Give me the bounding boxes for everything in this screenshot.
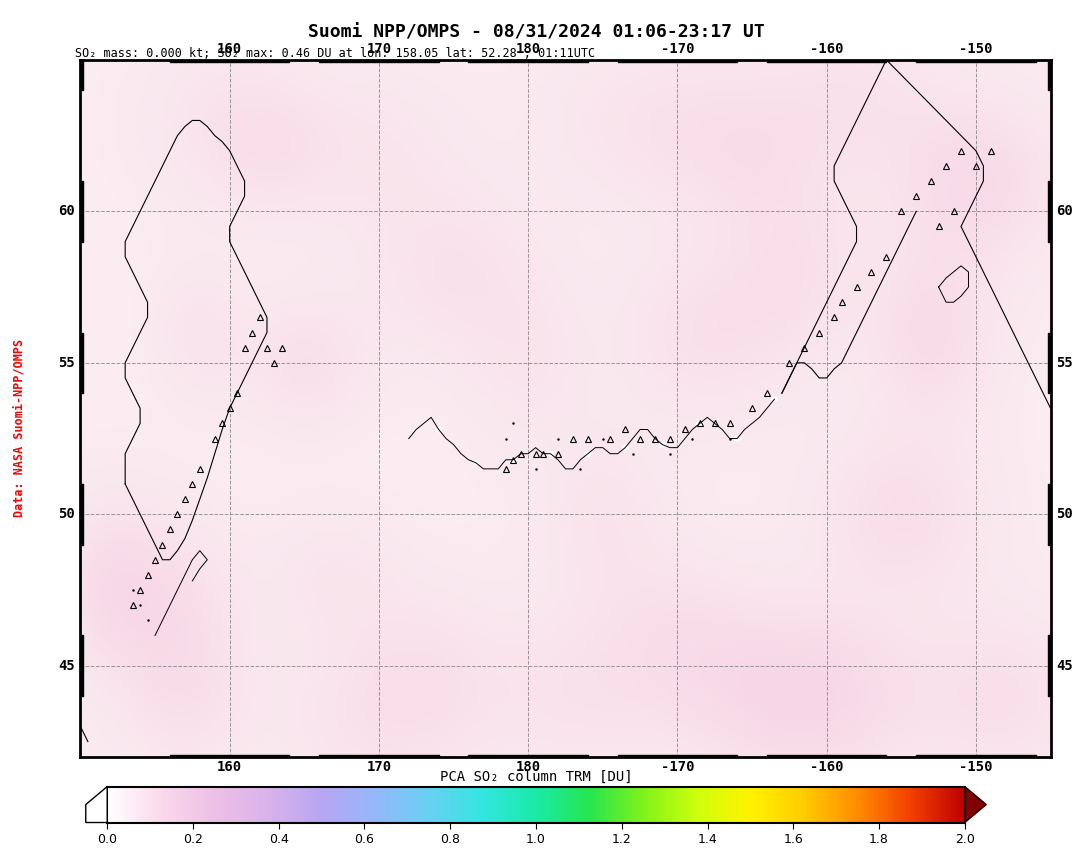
Text: SO₂ mass: 0.000 kt; SO₂ max: 0.46 DU at lon: 158.05 lat: 52.28 ; 01:11UTC: SO₂ mass: 0.000 kt; SO₂ max: 0.46 DU at … [75, 47, 595, 60]
Ellipse shape [585, 451, 591, 456]
Ellipse shape [697, 422, 703, 426]
Text: 170: 170 [367, 43, 391, 56]
Text: 180: 180 [516, 760, 540, 774]
Ellipse shape [734, 436, 740, 441]
Title: PCA SO₂ column TRM [DU]: PCA SO₂ column TRM [DU] [440, 770, 632, 784]
Ellipse shape [622, 445, 628, 450]
Text: -160: -160 [810, 43, 844, 56]
Text: 45: 45 [58, 659, 75, 673]
Ellipse shape [435, 428, 442, 432]
Text: -160: -160 [810, 760, 844, 774]
Text: 160: 160 [218, 760, 242, 774]
Polygon shape [965, 787, 986, 823]
Text: 180: 180 [516, 43, 540, 56]
Text: 60: 60 [1056, 204, 1072, 218]
Ellipse shape [548, 451, 553, 456]
Text: 170: 170 [367, 760, 391, 774]
Text: 50: 50 [58, 507, 75, 522]
Text: 160: 160 [218, 43, 242, 56]
Text: 50: 50 [1056, 507, 1072, 522]
Text: -150: -150 [959, 760, 993, 774]
Ellipse shape [659, 442, 666, 447]
Text: 60: 60 [58, 204, 75, 218]
Ellipse shape [772, 397, 777, 402]
Ellipse shape [510, 457, 517, 462]
Ellipse shape [473, 461, 479, 465]
Text: 55: 55 [58, 356, 75, 370]
Text: Data: NASA Suomi-NPP/OMPS: Data: NASA Suomi-NPP/OMPS [13, 339, 26, 516]
Text: Suomi NPP/OMPS - 08/31/2024 01:06-23:17 UT: Suomi NPP/OMPS - 08/31/2024 01:06-23:17 … [308, 24, 764, 42]
Text: -170: -170 [660, 43, 695, 56]
Text: 55: 55 [1056, 356, 1072, 370]
Text: 45: 45 [1056, 659, 1072, 673]
Text: -150: -150 [959, 43, 993, 56]
Polygon shape [86, 787, 107, 823]
Text: -170: -170 [660, 760, 695, 774]
